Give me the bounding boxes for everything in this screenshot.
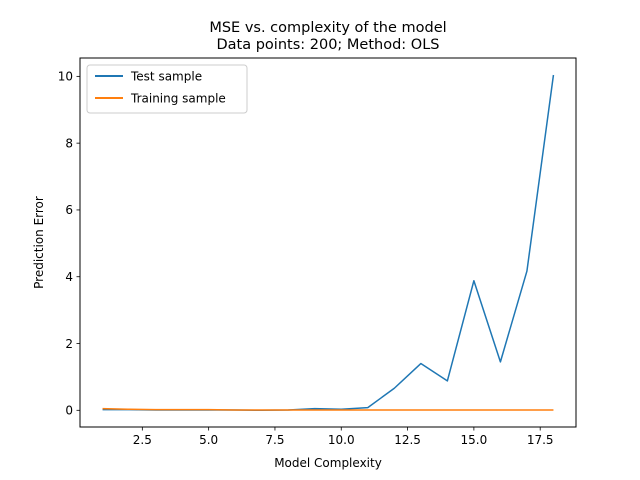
y-tick-label: 0 (65, 404, 73, 418)
legend-box (86, 64, 248, 114)
y-tick-label: 8 (65, 136, 73, 150)
x-axis-label: Model Complexity (274, 456, 382, 470)
series-line-test-sample (102, 74, 555, 412)
y-axis-label: Prediction Error (32, 196, 46, 289)
series-line-training-sample (102, 407, 554, 411)
y-tick-label: 2 (65, 337, 73, 351)
x-tick-label: 5.0 (199, 433, 218, 447)
x-tick-label: 10.0 (328, 433, 355, 447)
legend-label-training-sample: Training sample (130, 92, 226, 106)
x-tick-label: 15.0 (461, 433, 488, 447)
series-layer (102, 74, 555, 412)
y-tick-label: 6 (65, 203, 73, 217)
x-tick-label: 7.5 (265, 433, 284, 447)
plot-frame (79, 57, 577, 428)
chart-subtitle: Data points: 200; Method: OLS (216, 37, 439, 53)
x-tick-label: 2.5 (133, 433, 152, 447)
legend-label-test-sample: Test sample (130, 70, 202, 84)
tick-layer: 2.5 5.0 7.5 10.0 12.5 15.0 17.5 0 2 4 6 8 10 (58, 70, 554, 447)
x-tick-label: 17.5 (527, 433, 554, 447)
y-tick-label: 4 (65, 270, 73, 284)
legend: Test sample Training sample (86, 64, 248, 114)
chart-title: MSE vs. complexity of the model (209, 20, 446, 36)
x-tick-label: 12.5 (394, 433, 421, 447)
y-tick-label: 10 (58, 70, 73, 84)
